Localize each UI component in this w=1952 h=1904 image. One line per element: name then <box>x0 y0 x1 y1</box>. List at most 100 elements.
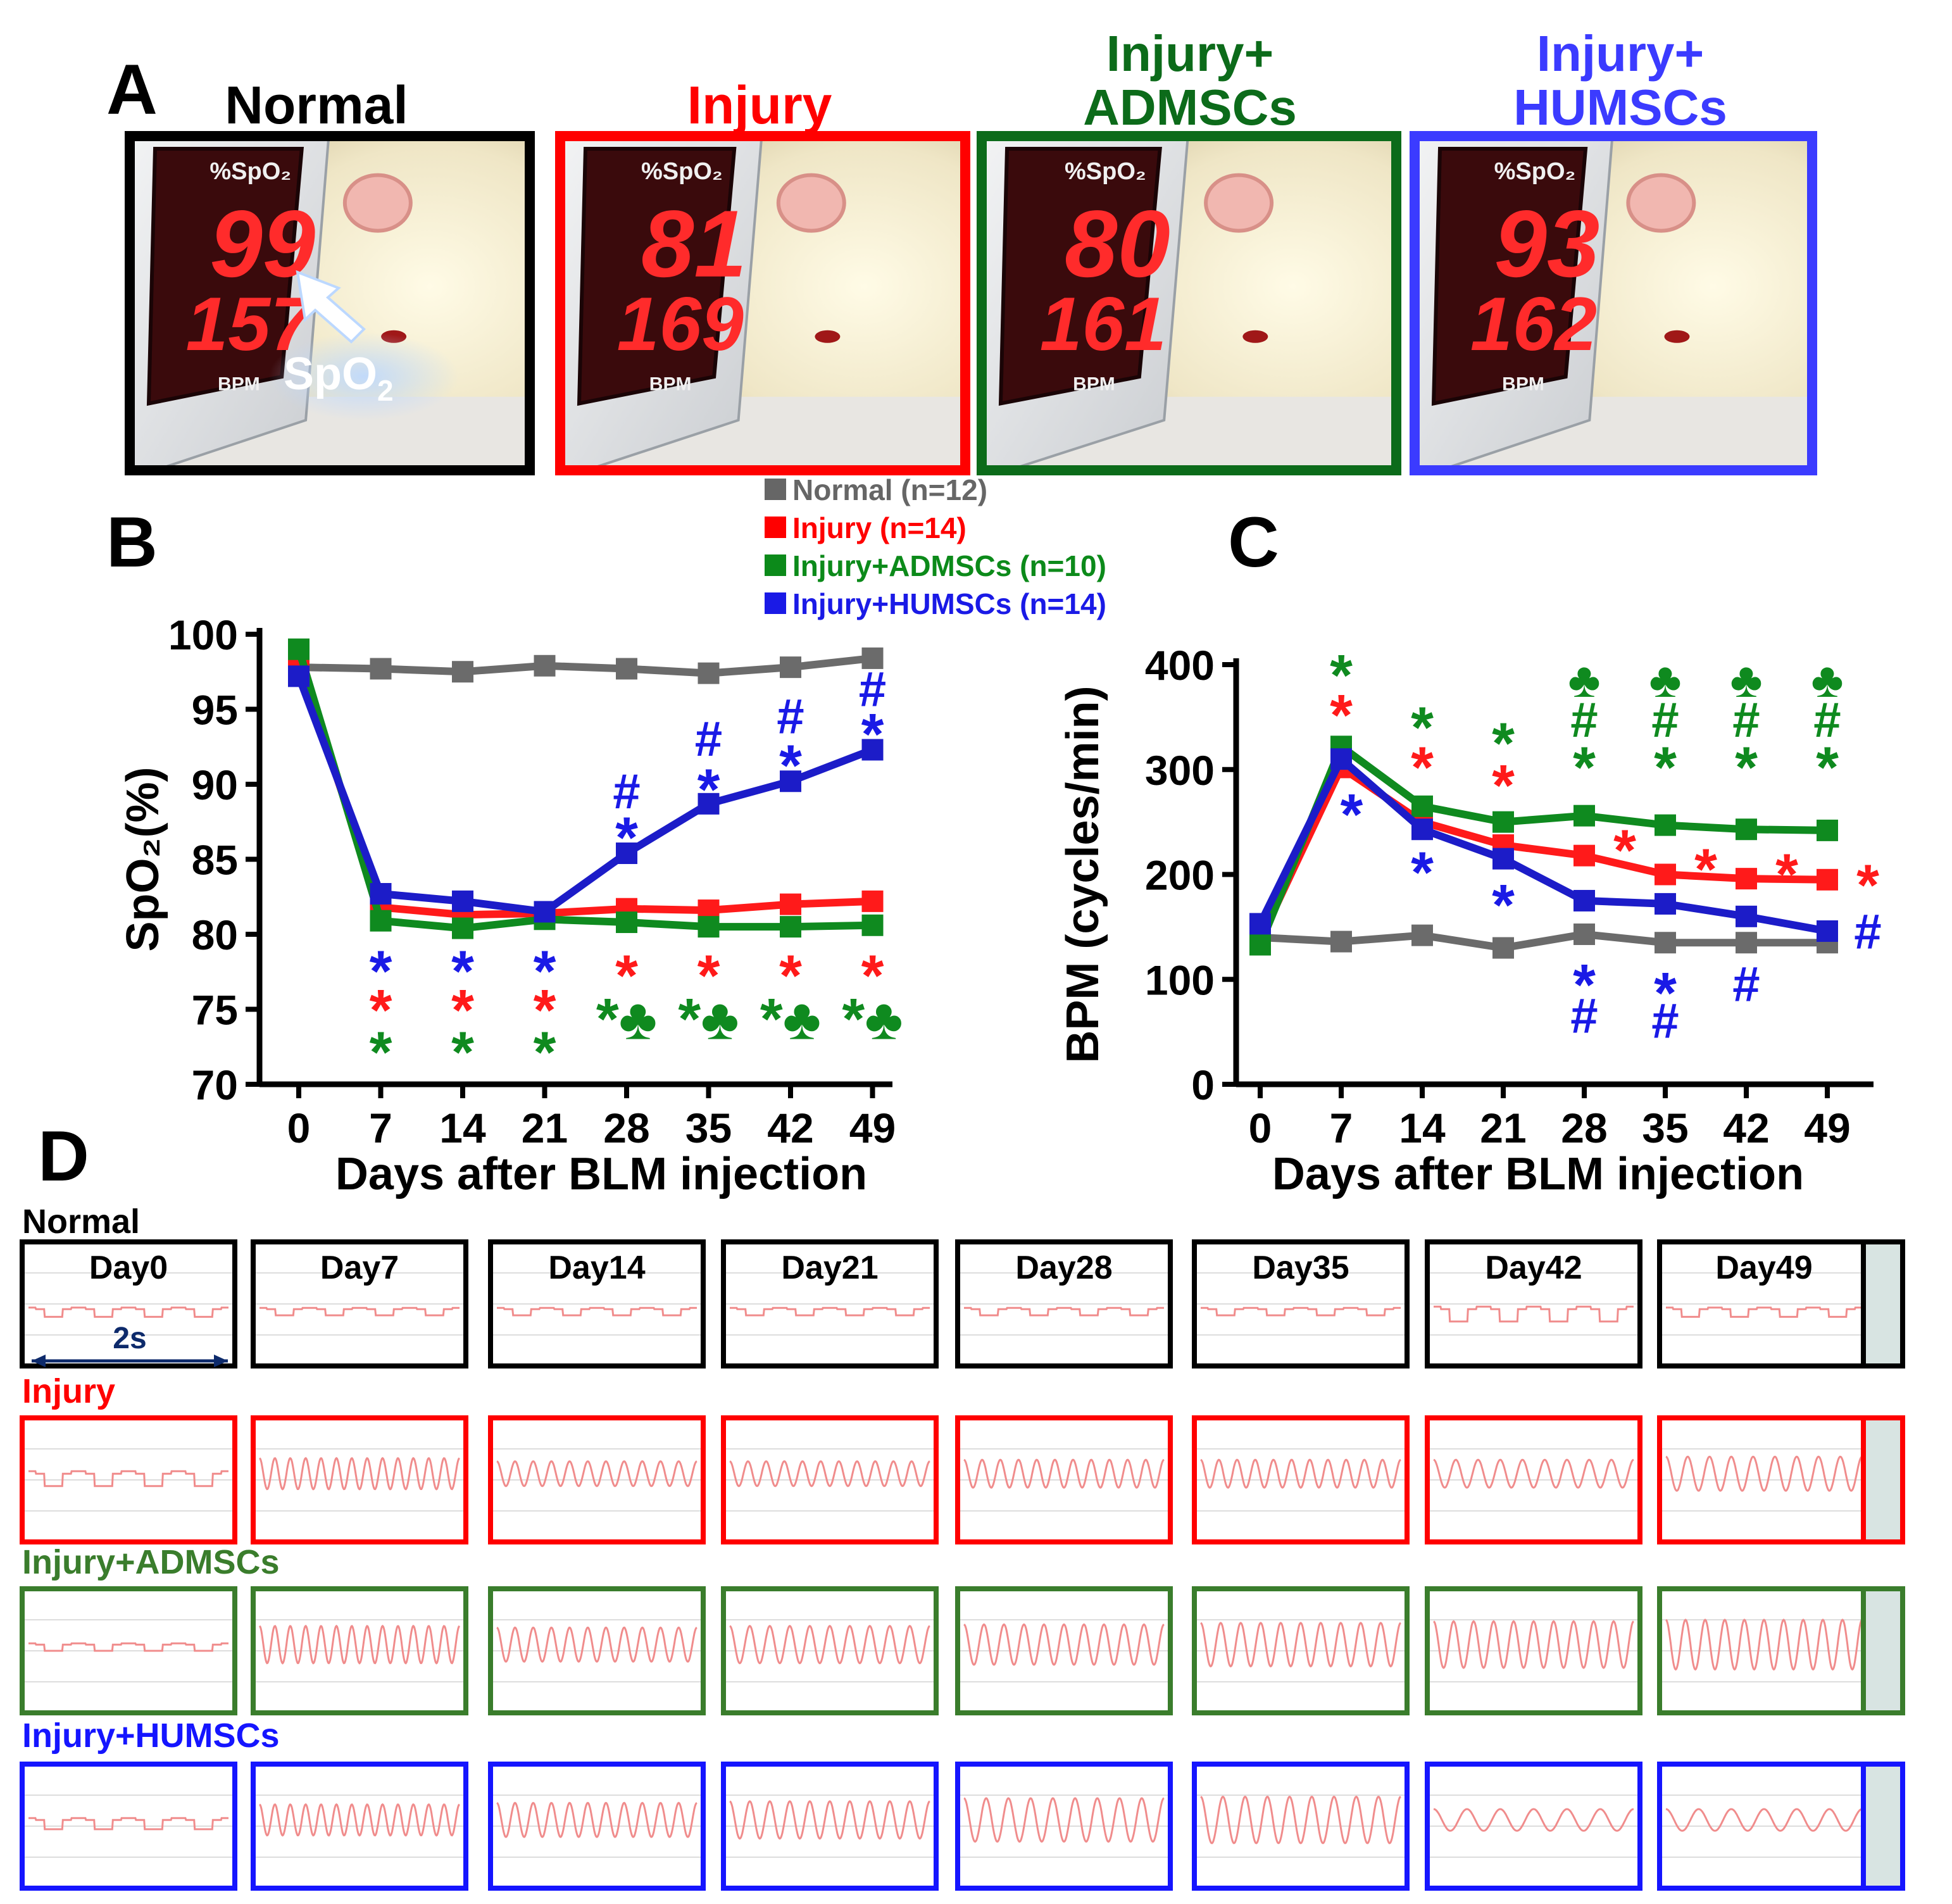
photo-title-line2: ADMSCs <box>1083 79 1297 135</box>
pulse-waveform <box>729 1625 930 1665</box>
data-point <box>780 770 801 792</box>
data-point <box>1330 930 1352 953</box>
pulse-waveform <box>730 1306 930 1317</box>
wave-box <box>1657 1586 1905 1715</box>
data-point <box>1736 905 1757 927</box>
spo2-unit-label: %SpO₂ <box>641 158 723 185</box>
wave-box: Day35 <box>1192 1239 1410 1368</box>
data-point <box>370 658 392 680</box>
data-point <box>1492 811 1514 833</box>
x-tick-label: 7 <box>1330 1105 1353 1151</box>
wave-box <box>488 1586 706 1715</box>
data-point <box>1411 818 1433 841</box>
wave-box <box>721 1415 939 1544</box>
significance-mark: * <box>1694 837 1717 902</box>
data-point <box>534 901 556 923</box>
significance-mark: * <box>615 806 638 870</box>
data-point <box>1573 805 1595 827</box>
photo-title: Normal <box>225 75 408 135</box>
wave-box <box>251 1586 468 1715</box>
significance-mark: * <box>615 944 638 1008</box>
significance-mark: # <box>1651 993 1679 1049</box>
data-point <box>1817 920 1838 943</box>
significance-mark: * <box>1654 736 1677 800</box>
pulse-waveform <box>496 1626 698 1663</box>
monitor-scale-strip <box>1863 1767 1901 1886</box>
y-tick-label: 70 <box>192 1062 238 1108</box>
spo2-unit-label: %SpO₂ <box>1494 158 1576 185</box>
arrow-label: SpO2 <box>284 349 394 407</box>
significance-mark: * <box>1341 783 1363 848</box>
panel-d-letter: D <box>38 1117 89 1196</box>
spo2-unit-label: %SpO₂ <box>210 158 291 185</box>
scale-bar-label: 2s <box>113 1322 146 1355</box>
data-point <box>1655 863 1676 886</box>
panel-d: D Normal Day0 Day7 Day14 Day21 Day28 Day35 Day4… <box>20 1117 1905 1891</box>
significance-mark: * <box>1411 841 1434 905</box>
data-point <box>698 792 720 815</box>
y-tick-label: 90 <box>192 761 238 808</box>
significance-mark: * <box>1613 818 1636 883</box>
photo-frame <box>977 131 1401 475</box>
panel-c-letter: C <box>1228 503 1279 582</box>
spo2-reading: 93 <box>1494 191 1600 297</box>
monitor-scale-frame <box>1861 1762 1905 1891</box>
y-axis-label: SpO₂(%) <box>118 767 168 952</box>
data-point <box>1411 795 1433 817</box>
wave-box <box>1192 1415 1410 1544</box>
day-label: Day42 <box>1485 1250 1582 1286</box>
panel-a-letter: A <box>106 50 158 129</box>
data-point <box>1655 892 1676 915</box>
day-label: Day35 <box>1252 1250 1349 1286</box>
significance-mark: # <box>1651 692 1679 748</box>
x-axis-label: Days after BLM injection <box>335 1149 867 1199</box>
spo2-unit-label: %SpO₂ <box>1065 158 1146 185</box>
row-label: Normal <box>22 1203 140 1241</box>
scale-bar-right-arrow-icon <box>214 1355 228 1367</box>
significance-mark: # <box>1732 692 1760 748</box>
pulse-waveform <box>496 1801 698 1838</box>
wave-box <box>251 1762 468 1891</box>
wave-row-1: Injury <box>20 1372 1905 1544</box>
data-point <box>616 658 637 680</box>
photo-frame <box>125 131 535 475</box>
significance-mark: * <box>534 978 556 1043</box>
wave-row-3: Injury+HUMSCs <box>20 1717 1905 1891</box>
arrow-icon <box>296 270 366 344</box>
significance-mark: * <box>451 1020 474 1085</box>
data-point <box>370 883 392 905</box>
y-tick-label: 75 <box>192 987 238 1034</box>
significance-mark: * <box>1492 753 1515 818</box>
wave-box <box>20 1586 237 1715</box>
wave-box <box>251 1415 468 1544</box>
y-tick-label: 300 <box>1145 747 1215 794</box>
data-point <box>1573 889 1595 911</box>
day-label: Day0 <box>89 1250 168 1286</box>
data-point <box>370 910 392 932</box>
significance-mark: * <box>779 734 802 798</box>
monitor-scale-strip <box>1863 1244 1901 1363</box>
data-point <box>1655 814 1676 836</box>
x-tick-label: 28 <box>1561 1105 1607 1151</box>
wave-box: Day14 <box>488 1239 706 1368</box>
x-tick-label: 42 <box>1723 1105 1769 1151</box>
arrow-glow <box>269 332 459 421</box>
data-point <box>452 917 473 939</box>
oximeter-screen <box>1431 147 1588 406</box>
pulse-waveform <box>496 1460 698 1488</box>
monitor-scale-frame <box>1861 1239 1905 1368</box>
wave-box: Day42 <box>1425 1239 1642 1368</box>
data-point <box>698 916 720 938</box>
wave-box <box>1425 1415 1642 1544</box>
y-tick-label: 100 <box>168 611 238 658</box>
x-tick-label: 35 <box>1642 1105 1688 1151</box>
legend-label: Injury+HUMSCs (n=14) <box>792 587 1106 620</box>
pulse-waveform <box>1200 1622 1401 1668</box>
pulse-waveform <box>1201 1306 1401 1317</box>
wave-box <box>1425 1586 1642 1715</box>
pulse-waveform <box>963 1458 1165 1489</box>
